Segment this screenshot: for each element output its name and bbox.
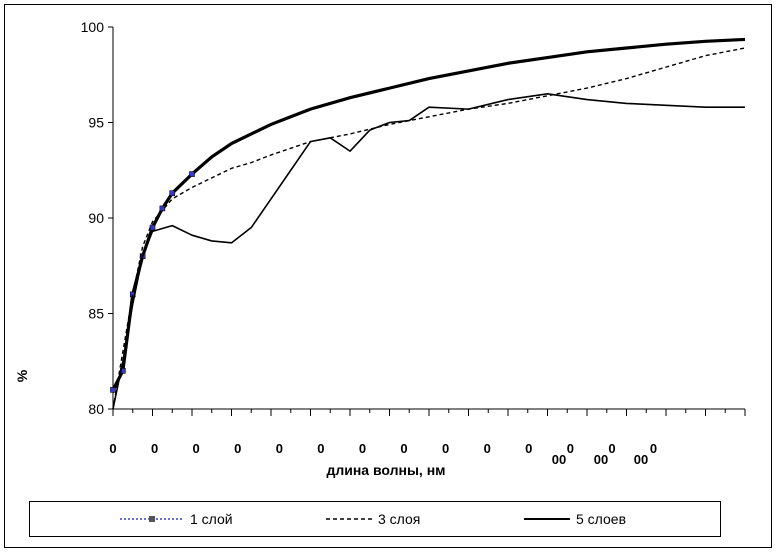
x-tick-label-10: 0 — [525, 441, 532, 456]
legend-label-series-3: 5 слоев — [576, 511, 627, 527]
series-1-point-0 — [110, 387, 116, 393]
legend-swatch-series-1 — [120, 516, 184, 522]
legend-item-series-2: 3 слоя — [326, 502, 420, 536]
y-axis-title: % — [14, 369, 30, 382]
series-layer — [110, 37, 746, 410]
x-tick-label-3: 0 — [234, 441, 241, 456]
x-tick-label-0: 0 — [109, 441, 116, 456]
legend-item-series-3: 5 слоев — [524, 502, 626, 536]
y-tick-label-2: 90 — [88, 210, 104, 226]
series-1-point-5 — [159, 205, 166, 212]
x-tick-label-6: 0 — [359, 441, 366, 456]
series-1-point-6 — [169, 190, 176, 196]
x-tick-label-15: 00 — [594, 452, 608, 467]
x-tick-label-14: 00 — [552, 452, 566, 467]
x-tick-label-2: 0 — [193, 441, 200, 456]
series-line-1-overlay — [111, 37, 746, 391]
x-tick-label-9: 0 — [484, 441, 491, 456]
legend-label-series-1: 1 слой — [190, 511, 233, 527]
legend-swatch-series-2 — [326, 518, 372, 520]
x-tick-label-16: 00 — [634, 452, 648, 467]
x-tick-label-4: 0 — [276, 441, 283, 456]
legend-item-series-1: 1 слой — [120, 502, 233, 536]
x-tick-label-13: 0 — [650, 441, 657, 456]
x-tick-label-7: 0 — [400, 441, 407, 456]
x-tick-label-8: 0 — [442, 441, 449, 456]
chart-frame: 80 85 90 95 100 0 0 0 0 0 0 0 0 0 0 0 0 0 0 00 00 00 длина в… — [4, 4, 772, 548]
y-tick-label-4: 100 — [81, 19, 105, 35]
series-line-2 — [112, 47, 746, 410]
x-tick-label-11: 0 — [567, 441, 574, 456]
x-tick-label-5: 0 — [317, 441, 324, 456]
legend-swatch-series-3 — [524, 518, 570, 520]
legend: 1 слой 3 слоя 5 слоев — [29, 501, 721, 537]
y-axis: 80 85 90 95 100 — [81, 19, 114, 417]
x-axis-title: длина волны, нм — [326, 462, 445, 478]
series-line-3 — [112, 93, 745, 410]
x-axis: 0 0 0 0 0 0 0 0 0 0 0 0 0 000 00 00 — [109, 408, 746, 467]
x-tick-label-12: 0 — [608, 441, 615, 456]
series-1-point-7 — [189, 171, 195, 177]
legend-label-series-2: 3 слоя — [378, 511, 421, 527]
x-tick-label-1: 0 — [151, 441, 158, 456]
y-tick-label-0: 80 — [88, 401, 104, 417]
y-tick-label-3: 95 — [88, 115, 104, 131]
series-line-1 — [112, 38, 746, 391]
y-tick-label-1: 85 — [88, 306, 104, 322]
